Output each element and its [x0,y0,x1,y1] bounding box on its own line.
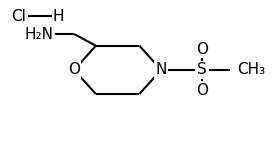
Text: H: H [52,9,63,24]
Text: O: O [196,83,208,98]
Text: N: N [155,62,167,77]
Text: Cl: Cl [11,9,26,24]
Text: CH₃: CH₃ [237,62,265,77]
Text: O: O [68,62,80,77]
Text: S: S [197,62,207,77]
Text: O: O [196,42,208,57]
Text: H₂N: H₂N [25,27,54,42]
